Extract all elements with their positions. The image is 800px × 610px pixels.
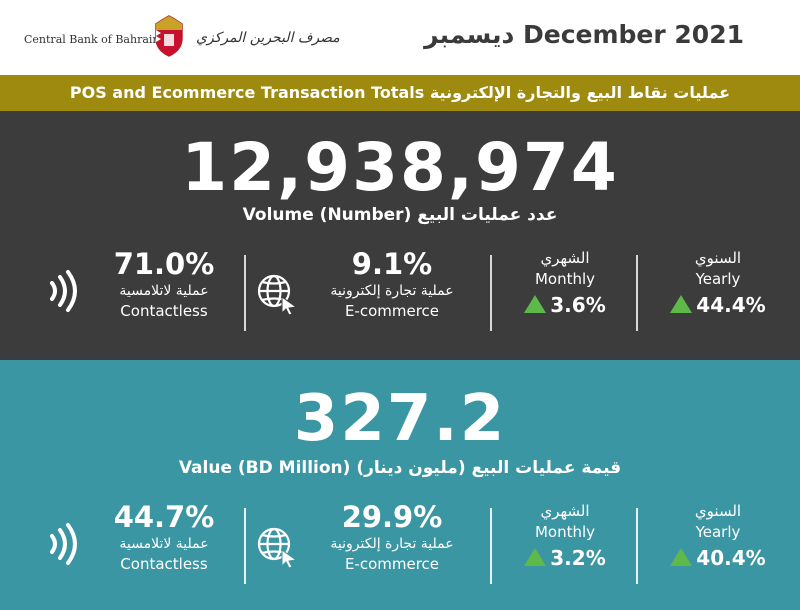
value-yearly-label-en: Yearly <box>695 523 741 541</box>
page-title: POS and Ecommerce Transaction Totals عمل… <box>69 83 731 102</box>
volume-section: 12,938,974 Volume (Number) عدد عمليات ال… <box>0 111 800 360</box>
value-yearly-change: 40.4% <box>646 544 790 572</box>
value-monthly-label-ar: الشهري <box>540 502 590 520</box>
volume-monthly-label-ar: الشهري <box>540 249 590 267</box>
volume-yearly-label-en: Yearly <box>695 270 741 288</box>
value-total: 327.2 <box>293 382 507 456</box>
value-contactless: 44.7% عملية لاتلامسية Contactless <box>96 500 232 590</box>
value-ecommerce-label-ar: عملية تجارة إلكترونية <box>330 536 454 552</box>
volume-total: 12,938,974 <box>181 129 619 206</box>
triangle-up-icon <box>524 295 547 313</box>
divider <box>636 255 638 331</box>
value-section: 327.2 Value (BD Million) قيمة عمليات الب… <box>0 360 800 610</box>
value-contactless-pct: 44.7% <box>113 500 215 534</box>
volume-monthly-label-en: Monthly <box>534 270 596 288</box>
volume-contactless-label-ar: عملية لاتلامسية <box>119 283 209 299</box>
volume-monthly: الشهري Monthly 3.6% <box>500 247 630 337</box>
triangle-up-icon <box>670 548 693 566</box>
divider <box>490 255 492 331</box>
value-contactless-label-en: Contactless <box>120 555 208 573</box>
volume-stats: 71.0% عملية لاتلامسية Contactless 9.1% ع… <box>0 247 800 337</box>
cbb-crest-icon <box>155 15 183 57</box>
volume-contactless-pct: 71.0% <box>113 247 215 281</box>
volume-ecommerce-pct: 9.1% <box>351 247 433 281</box>
title-bar: POS and Ecommerce Transaction Totals عمل… <box>0 75 800 111</box>
volume-ecommerce: 9.1% عملية تجارة إلكترونية E-commerce <box>304 247 480 337</box>
contactless-icon <box>50 270 77 312</box>
value-monthly: الشهري Monthly 3.2% <box>500 500 630 590</box>
bank-name-ar: مصرف البحرين المركزي <box>196 30 340 46</box>
divider <box>490 508 492 584</box>
value-label: Value (BD Million) قيمة عمليات البيع (مل… <box>178 458 622 478</box>
bank-name-en: Central Bank of Bahrain <box>24 33 160 46</box>
value-ecommerce: 29.9% عملية تجارة إلكترونية E-commerce <box>304 500 480 590</box>
volume-ecommerce-label-en: E-commerce <box>344 302 440 320</box>
globe-cursor-icon <box>257 527 298 568</box>
divider <box>636 508 638 584</box>
value-monthly-label-en: Monthly <box>534 523 596 541</box>
triangle-up-icon <box>670 295 693 313</box>
volume-yearly-label-ar: السنوي <box>694 249 742 267</box>
contactless-icon <box>50 523 77 565</box>
value-ecommerce-label-en: E-commerce <box>344 555 440 573</box>
divider <box>244 255 246 331</box>
volume-yearly-change: 44.4% <box>646 291 790 319</box>
volume-ecommerce-label-ar: عملية تجارة إلكترونية <box>330 283 454 299</box>
report-period: ديسمبر December 2021 <box>424 20 744 49</box>
value-ecommerce-pct: 29.9% <box>341 500 443 534</box>
divider <box>244 508 246 584</box>
value-stats: 44.7% عملية لاتلامسية Contactless 29.9% … <box>0 500 800 590</box>
volume-label: Volume (Number) عدد عمليات البيع <box>242 205 558 225</box>
globe-cursor-icon <box>257 274 298 315</box>
value-contactless-label-ar: عملية لاتلامسية <box>119 536 209 552</box>
value-yearly-label-ar: السنوي <box>694 502 742 520</box>
header: Central Bank of Bahrain مصرف البحرين الم… <box>0 0 800 75</box>
volume-monthly-change: 3.6% <box>500 291 630 319</box>
volume-contactless-label-en: Contactless <box>120 302 208 320</box>
volume-contactless: 71.0% عملية لاتلامسية Contactless <box>96 247 232 337</box>
volume-yearly: السنوي Yearly 44.4% <box>646 247 790 337</box>
value-yearly: السنوي Yearly 40.4% <box>646 500 790 590</box>
triangle-up-icon <box>524 548 547 566</box>
value-monthly-change: 3.2% <box>500 544 630 572</box>
